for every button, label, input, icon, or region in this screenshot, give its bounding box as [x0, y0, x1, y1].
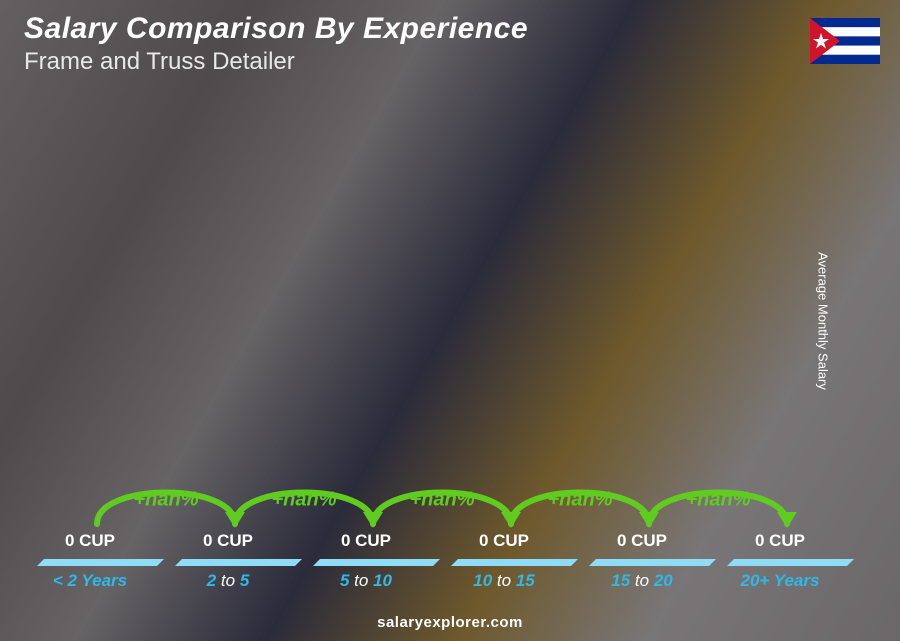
- chart-title: Salary Comparison By Experience: [24, 12, 528, 46]
- bar-slot: 0 CUP: [720, 531, 840, 559]
- chart-subtitle: Frame and Truss Detailer: [24, 48, 528, 76]
- x-axis-label: 5 to 10: [306, 571, 426, 591]
- x-axis-label: 20+ Years: [720, 571, 840, 591]
- bar-value-label: 0 CUP: [341, 531, 391, 551]
- x-axis-label: < 2 Years: [30, 571, 150, 591]
- footer-attribution: salaryexplorer.com: [0, 614, 900, 631]
- x-axis-label: 10 to 15: [444, 571, 564, 591]
- bar-value-label: 0 CUP: [617, 531, 667, 551]
- bar-slot: 0 CUP: [582, 531, 702, 559]
- infographic-canvas: Salary Comparison By Experience Frame an…: [0, 0, 900, 641]
- title-block: Salary Comparison By Experience Frame an…: [24, 12, 528, 76]
- bar-slot: 0 CUP: [444, 531, 564, 559]
- bar-value-label: 0 CUP: [479, 531, 529, 551]
- bar-slot: 0 CUP: [30, 531, 150, 559]
- bar-slot: 0 CUP: [306, 531, 426, 559]
- bar-group: 0 CUP 0 CUP 0 CUP 0 CUP 0 CUP 0 CUP: [30, 110, 840, 559]
- x-axis-label: 2 to 5: [168, 571, 288, 591]
- bar-slot: 0 CUP: [168, 531, 288, 559]
- cuba-flag-icon: [810, 18, 880, 64]
- chart-area: 0 CUP0 CUP0 CUP0 CUP0 CUP0 CUP +nan%+nan…: [30, 110, 840, 591]
- bar-value-label: 0 CUP: [755, 531, 805, 551]
- bar-value-label: 0 CUP: [203, 531, 253, 551]
- bar-value-label: 0 CUP: [65, 531, 115, 551]
- x-axis-labels: < 2 Years 2 to 5 5 to 10 10 to 15 15 to 20 20…: [30, 571, 840, 591]
- x-axis-label: 15 to 20: [582, 571, 702, 591]
